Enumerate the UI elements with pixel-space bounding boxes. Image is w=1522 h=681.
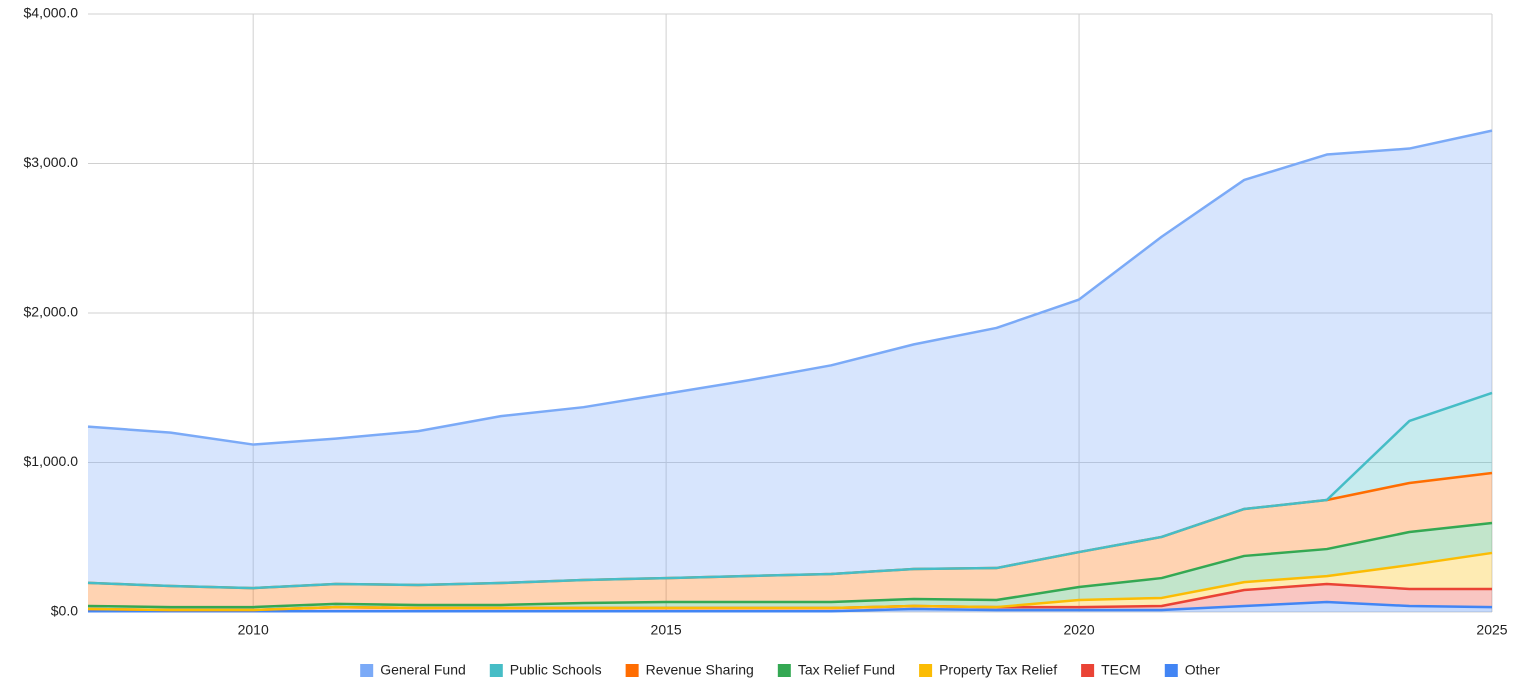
legend-label: Public Schools	[510, 662, 602, 678]
x-tick-label: 2010	[238, 622, 269, 638]
legend-swatch	[625, 664, 639, 677]
x-tick-label: 2025	[1476, 622, 1507, 638]
legend-swatch	[489, 664, 503, 677]
area	[88, 472, 1492, 608]
legend-label: Tax Relief Fund	[798, 662, 895, 678]
legend-swatch	[777, 664, 791, 677]
area-line	[87, 521, 1493, 609]
legend-label: Property Tax Relief	[939, 662, 1057, 678]
y-tick-label: $1,000.0	[24, 453, 79, 469]
x-tick-label: 2015	[651, 622, 682, 638]
x-tick-label: 2020	[1063, 622, 1094, 638]
legend-swatch	[919, 664, 933, 677]
legend-label: Revenue Sharing	[646, 662, 754, 678]
legend-swatch	[1081, 664, 1095, 677]
legend: General Fund Public Schools Revenue Sharin…	[360, 662, 1220, 678]
area-line	[87, 551, 1493, 612]
area	[88, 130, 1492, 589]
y-tick-label: $2,000.0	[24, 304, 79, 320]
legend-swatch	[360, 664, 374, 677]
y-tick-label: $0.0	[51, 603, 78, 619]
area	[88, 601, 1492, 612]
y-tick-label: $4,000.0	[24, 5, 79, 21]
legend-label: TECM	[1101, 662, 1141, 678]
area-line	[87, 391, 1493, 590]
area-line	[88, 600, 1493, 613]
legend-label: Other	[1185, 662, 1220, 678]
legend-swatch	[1164, 664, 1178, 677]
area-line	[87, 129, 1493, 446]
y-tick-label: $3,000.0	[24, 154, 79, 170]
legend-label: General Fund	[380, 662, 466, 678]
area	[88, 523, 1492, 611]
